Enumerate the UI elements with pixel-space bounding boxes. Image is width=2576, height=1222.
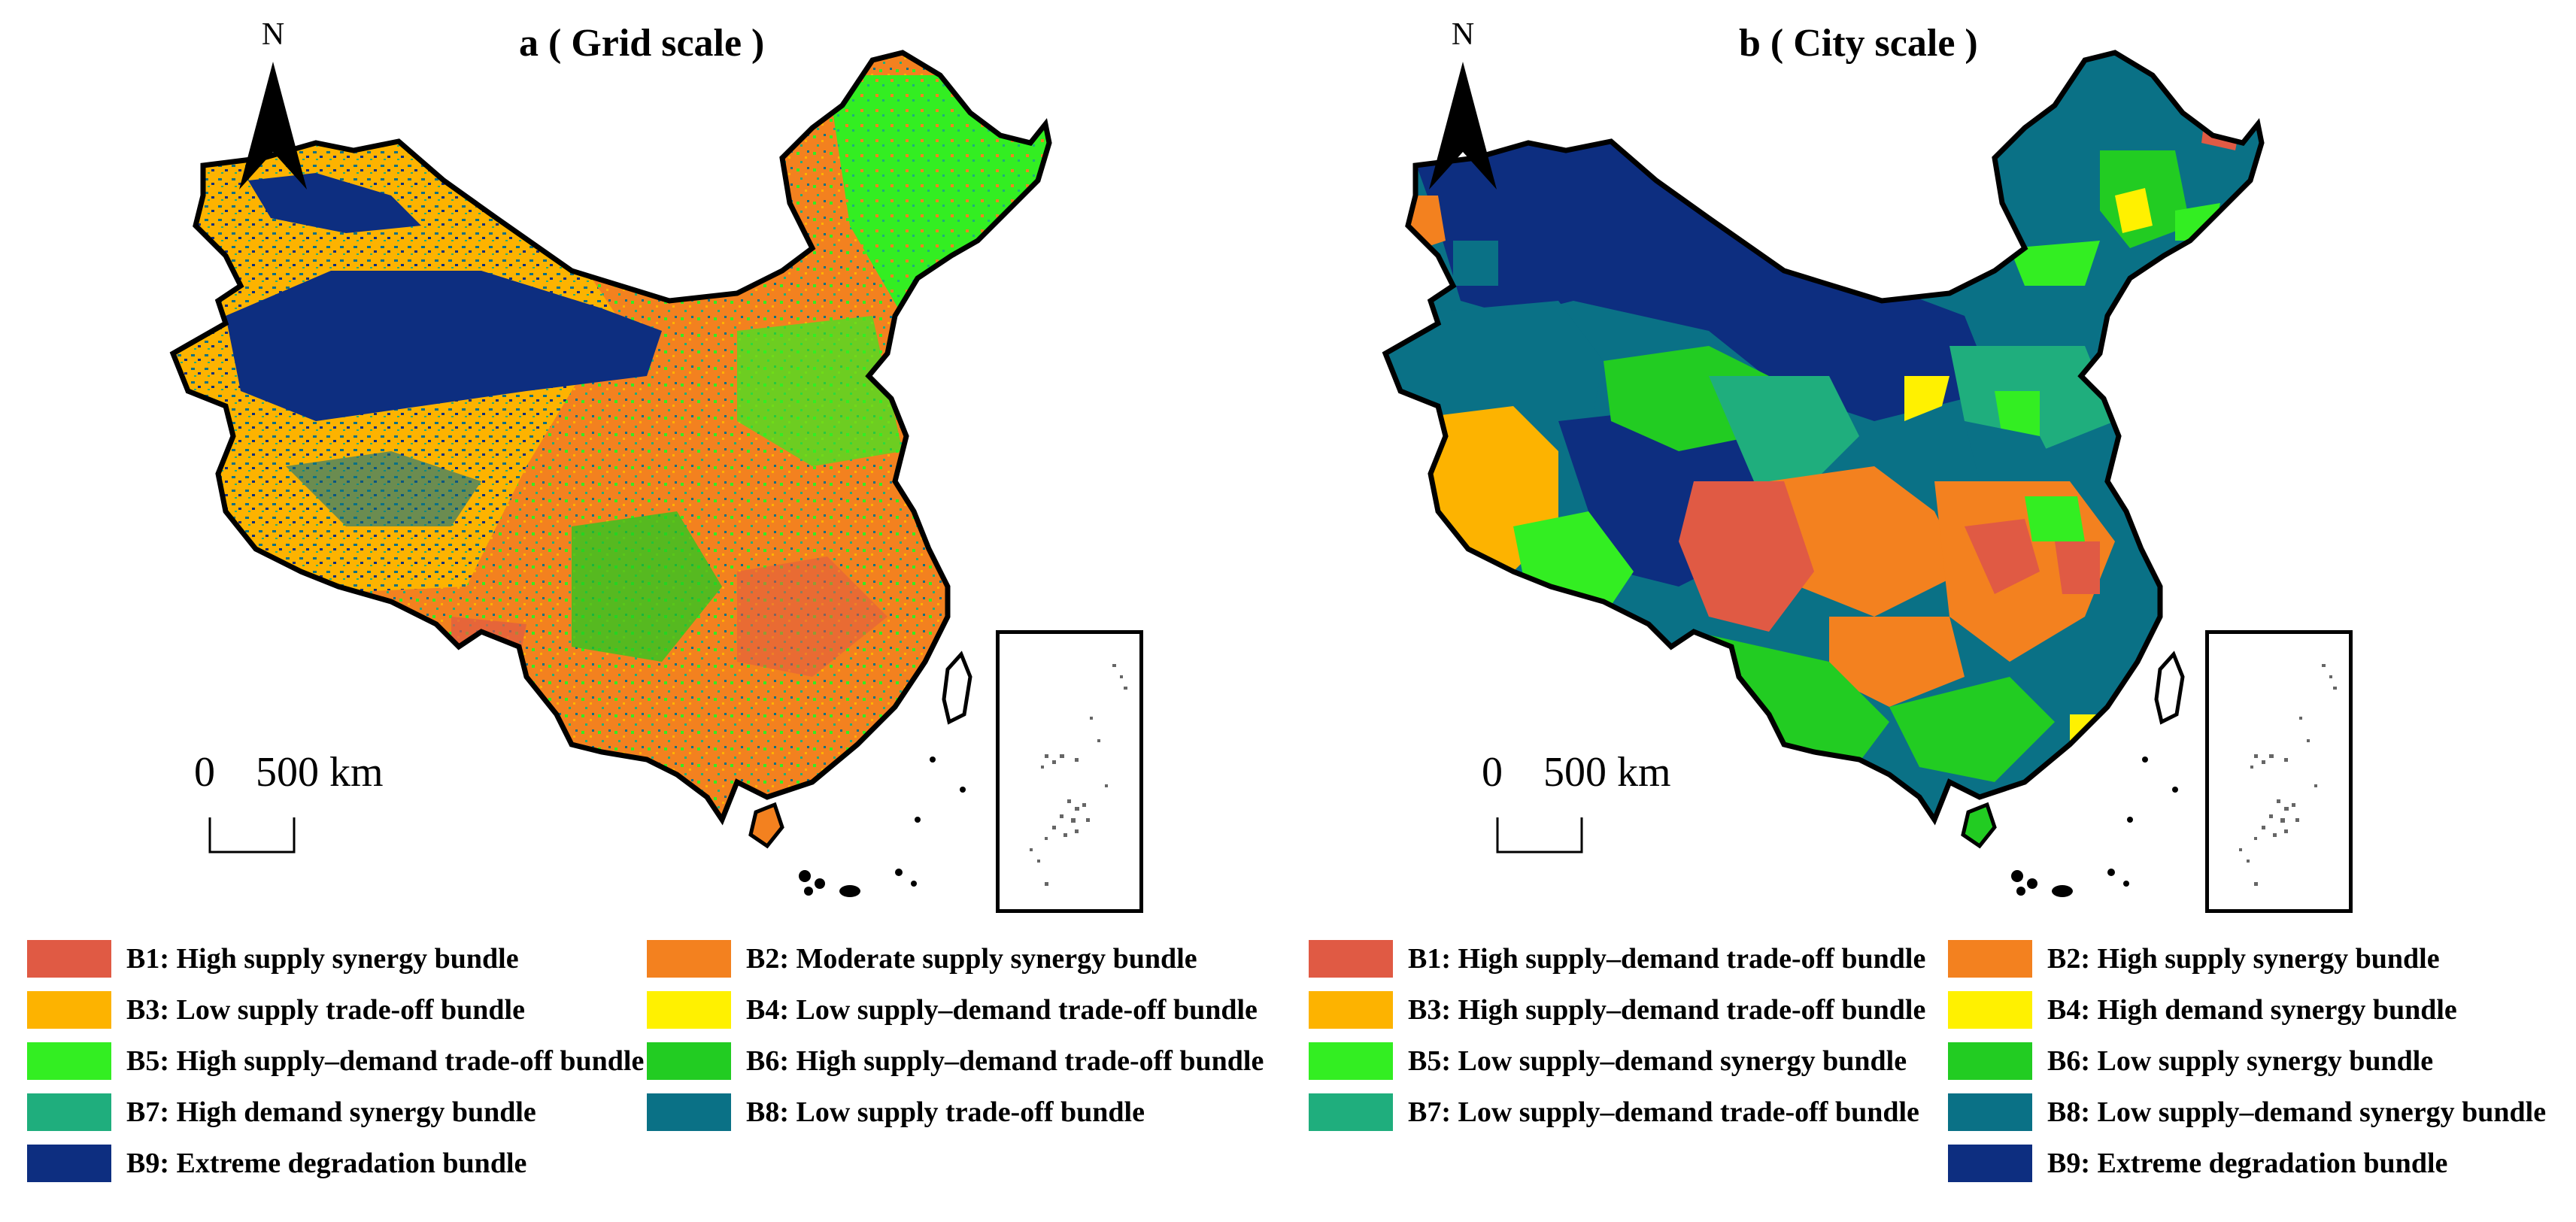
south-china-sea-inset xyxy=(996,630,1143,913)
legend-label: B6: High supply–demand trade-off bundle xyxy=(746,1045,1264,1077)
legend-label: B3: High supply–demand trade-off bundle xyxy=(1408,994,1926,1026)
grid-scale-map xyxy=(0,0,1288,897)
legend-swatch xyxy=(1309,940,1393,978)
legend-swatch xyxy=(27,940,111,978)
legend-swatch xyxy=(1948,991,2032,1029)
south-china-sea-inset xyxy=(2205,630,2353,913)
legend-label: B3: Low supply trade-off bundle xyxy=(126,994,525,1026)
panel-grid-scale: a ( Grid scale ) N 0 500 km xyxy=(0,0,1288,913)
legend-label: B9: Extreme degradation bundle xyxy=(126,1148,527,1179)
legend-item-b8: B8: Low supply trade-off bundle xyxy=(647,1090,1145,1135)
legend-swatch xyxy=(1309,1093,1393,1131)
city-scale-map xyxy=(1288,0,2575,897)
legend-label: B9: Extreme degradation bundle xyxy=(2047,1148,2448,1179)
legend-swatch xyxy=(1948,940,2032,978)
legend-label: B5: Low supply–demand synergy bundle xyxy=(1408,1045,1907,1077)
scale-distance-label: 500 km xyxy=(256,749,384,796)
legend-swatch xyxy=(647,1042,731,1080)
panel-title: a ( Grid scale ) xyxy=(519,22,765,65)
legend-label: B5: High supply–demand trade-off bundle xyxy=(126,1045,645,1077)
panel-city-scale: b ( City scale ) N 0 500 km xyxy=(1288,0,2575,913)
north-label: N xyxy=(1451,17,1475,52)
legend-item-b7: B7: Low supply–demand trade-off bundle xyxy=(1309,1090,1919,1135)
legend-item-b8: B8: Low supply–demand synergy bundle xyxy=(1948,1090,2546,1135)
legend-swatch xyxy=(27,991,111,1029)
legend-item-b1: B1: High supply synergy bundle xyxy=(27,936,519,981)
legend-item-b9: B9: Extreme degradation bundle xyxy=(27,1141,526,1186)
scale-zero-label: 0 xyxy=(1482,749,1503,796)
scale-bar-line xyxy=(1496,817,1583,854)
inset-islands xyxy=(1030,664,1127,886)
legend-swatch xyxy=(647,1093,731,1131)
legend-label: B1: High supply–demand trade-off bundle xyxy=(1408,943,1926,975)
legend-swatch xyxy=(1948,1042,2032,1080)
legend-grid-scale: B1: High supply synergy bundle B2: Moder… xyxy=(0,936,1288,1214)
panel-title: b ( City scale ) xyxy=(1739,22,1978,65)
legend-swatch xyxy=(27,1145,111,1182)
legend-city-scale: B1: High supply–demand trade-off bundle … xyxy=(1288,936,2575,1214)
scale-distance-label: 500 km xyxy=(1543,749,1671,796)
legend-label: B2: High supply synergy bundle xyxy=(2047,943,2440,975)
legend-label: B8: Low supply–demand synergy bundle xyxy=(2047,1096,2547,1128)
legend-swatch xyxy=(1309,991,1393,1029)
legend-label: B4: High demand synergy bundle xyxy=(2047,994,2457,1026)
legend-label: B2: Moderate supply synergy bundle xyxy=(746,943,1197,975)
legend-item-b3: B3: High supply–demand trade-off bundle xyxy=(1309,987,1925,1032)
legend-item-b5: B5: High supply–demand trade-off bundle xyxy=(27,1039,644,1084)
legend-item-b5: B5: Low supply–demand synergy bundle xyxy=(1309,1039,1907,1084)
legend-item-b4: B4: High demand synergy bundle xyxy=(1948,987,2457,1032)
legend-swatch xyxy=(27,1093,111,1131)
legend-label: B6: Low supply synergy bundle xyxy=(2047,1045,2434,1077)
scale-bar-line xyxy=(208,817,296,854)
legend-item-b2: B2: High supply synergy bundle xyxy=(1948,936,2440,981)
legend-label: B8: Low supply trade-off bundle xyxy=(746,1096,1145,1128)
legend-swatch xyxy=(647,940,731,978)
legend-swatch xyxy=(1948,1093,2032,1131)
legend-swatch xyxy=(1948,1145,2032,1182)
legend-swatch xyxy=(647,991,731,1029)
legend-label: B1: High supply synergy bundle xyxy=(126,943,519,975)
scale-zero-label: 0 xyxy=(194,749,215,796)
legend-item-b2: B2: Moderate supply synergy bundle xyxy=(647,936,1197,981)
north-arrow-icon xyxy=(1429,62,1497,190)
north-label: N xyxy=(261,17,285,52)
legend-item-b4: B4: Low supply–demand trade-off bundle xyxy=(647,987,1258,1032)
legend-item-b6: B6: High supply–demand trade-off bundle xyxy=(647,1039,1264,1084)
legend-item-b1: B1: High supply–demand trade-off bundle xyxy=(1309,936,1925,981)
legend-swatch xyxy=(27,1042,111,1080)
legend-item-b9: B9: Extreme degradation bundle xyxy=(1948,1141,2447,1186)
legend-label: B7: Low supply–demand trade-off bundle xyxy=(1408,1096,1919,1128)
legend-label: B4: Low supply–demand trade-off bundle xyxy=(746,994,1258,1026)
legend-label: B7: High demand synergy bundle xyxy=(126,1096,536,1128)
inset-islands xyxy=(2239,664,2337,886)
legend-item-b3: B3: Low supply trade-off bundle xyxy=(27,987,525,1032)
north-arrow-icon xyxy=(239,62,307,190)
legend-item-b7: B7: High demand synergy bundle xyxy=(27,1090,536,1135)
legend-item-b6: B6: Low supply synergy bundle xyxy=(1948,1039,2433,1084)
legend-swatch xyxy=(1309,1042,1393,1080)
